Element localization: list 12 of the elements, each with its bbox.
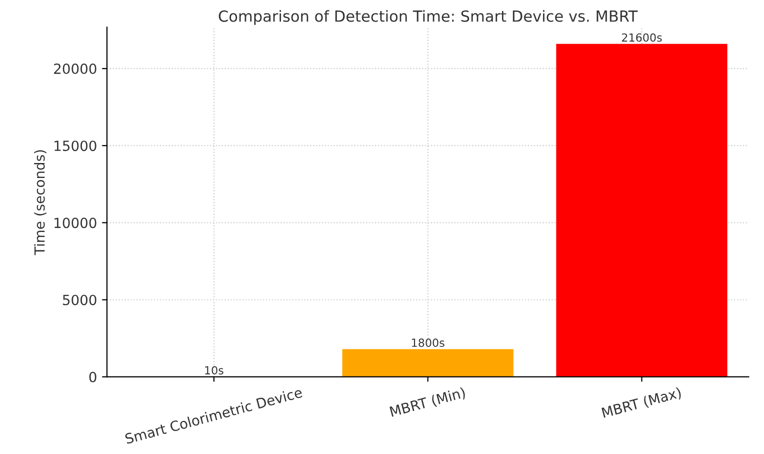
data-label: 10s <box>205 366 224 375</box>
y-tick-label: 0 <box>89 372 96 382</box>
y-tick-label: 5000 <box>62 294 96 306</box>
data-label: 21600s <box>622 33 662 42</box>
y-tick-label: 10000 <box>54 218 96 228</box>
y-axis-title: Time (seconds) <box>34 150 46 256</box>
x-tick-label: MBRT (Min) <box>389 386 466 418</box>
y-tick-label: 20000 <box>54 64 96 74</box>
chart-title: Comparison of Detection Time: Smart Device vs. MBRT <box>218 10 638 25</box>
data-label: 1800s <box>412 338 444 347</box>
x-tick-label: MBRT (Max) <box>601 386 682 420</box>
y-tick-label: 15000 <box>54 140 96 152</box>
